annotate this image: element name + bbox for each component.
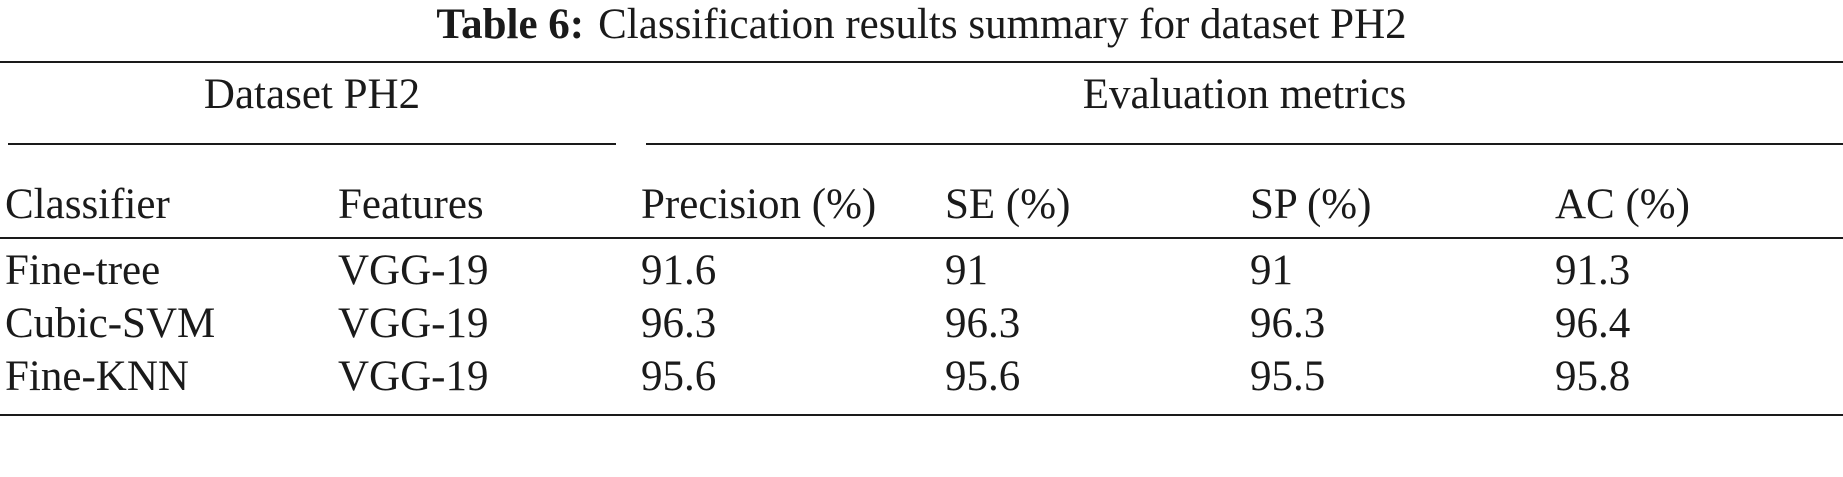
- table-header-rule: [0, 237, 1843, 239]
- table-cell-classifier: Cubic-SVM: [5, 300, 216, 347]
- table-cell-ac: 95.8: [1555, 353, 1631, 400]
- group-rule-dataset: [8, 143, 616, 145]
- table-cell-se: 95.6: [945, 353, 1021, 400]
- table-cell-precision: 96.3: [641, 300, 717, 347]
- table-cell-sp: 96.3: [1250, 300, 1326, 347]
- table-cell-ac: 91.3: [1555, 247, 1631, 294]
- table-cell-features: VGG-19: [338, 247, 489, 294]
- column-header-classifier: Classifier: [5, 181, 170, 228]
- table-cell-sp: 95.5: [1250, 353, 1326, 400]
- table-cell-classifier: Fine-tree: [5, 247, 161, 294]
- table-cell-se: 96.3: [945, 300, 1021, 347]
- column-header-features: Features: [338, 181, 484, 228]
- table-top-rule: [0, 61, 1843, 63]
- table-cell-precision: 91.6: [641, 247, 717, 294]
- table-cell-features: VGG-19: [338, 353, 489, 400]
- table-bottom-rule: [0, 414, 1843, 416]
- table-caption-label: Table 6:: [436, 1, 585, 48]
- group-rule-evaluation-metrics: [646, 143, 1843, 145]
- table-caption-text: Classification results summary for datas…: [598, 1, 1407, 48]
- table-cell-features: VGG-19: [338, 300, 489, 347]
- column-header-sp: SP (%): [1250, 181, 1372, 228]
- column-header-se: SE (%): [945, 181, 1071, 228]
- table-caption: Table 6: Classification results summary f…: [0, 0, 1843, 50]
- column-header-precision: Precision (%): [641, 181, 877, 228]
- table-cell-se: 91: [945, 247, 988, 294]
- table-cell-sp: 91: [1250, 247, 1293, 294]
- table-cell-precision: 95.6: [641, 353, 717, 400]
- group-header-dataset: Dataset PH2: [203, 71, 421, 118]
- table-cell-ac: 96.4: [1555, 300, 1631, 347]
- group-header-evaluation-metrics: Evaluation metrics: [1082, 71, 1407, 118]
- table-cell-classifier: Fine-KNN: [5, 353, 189, 400]
- column-header-ac: AC (%): [1555, 181, 1690, 228]
